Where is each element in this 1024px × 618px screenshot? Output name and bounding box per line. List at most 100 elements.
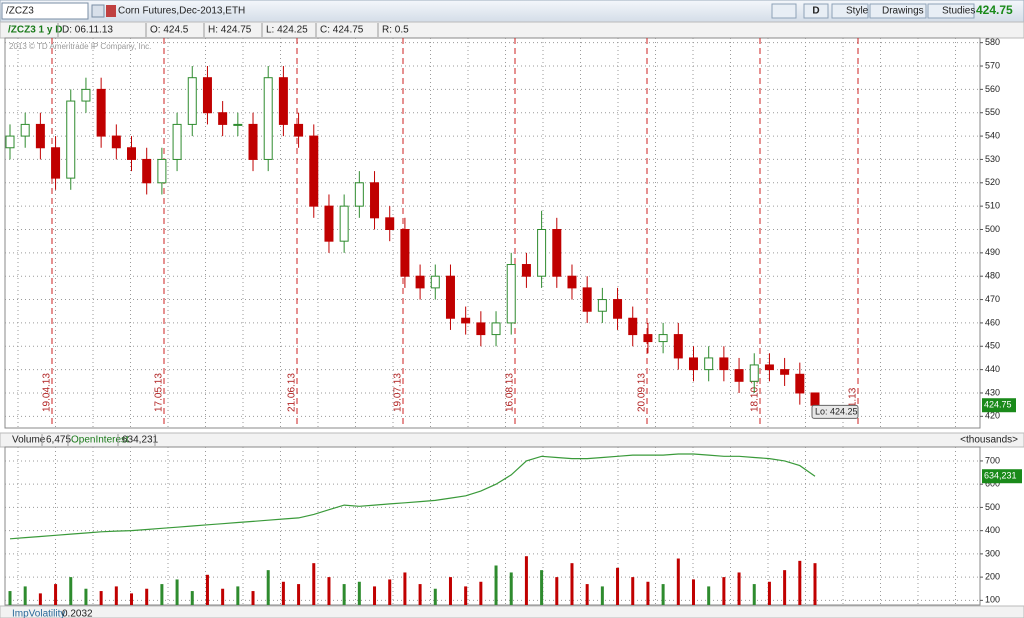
y-tick-label: 550 xyxy=(985,107,1000,117)
candle-body xyxy=(157,158,167,184)
date-marker-label: 16.08.13 xyxy=(505,373,516,412)
symbol-icon xyxy=(106,5,116,17)
aggregation-button[interactable] xyxy=(803,3,829,19)
candle-body xyxy=(5,135,15,149)
volume-bar xyxy=(448,577,452,605)
volume-bar xyxy=(266,570,270,605)
volume-bar xyxy=(798,560,802,605)
volume-bar xyxy=(8,591,12,605)
volume-bar xyxy=(357,581,361,605)
volume-bar xyxy=(327,577,331,605)
volume-bar xyxy=(540,570,544,605)
candle-body xyxy=(461,317,471,324)
candle-body xyxy=(795,373,805,394)
candle-body xyxy=(506,264,516,324)
candle-body xyxy=(749,364,759,382)
style-button[interactable] xyxy=(831,3,869,19)
y-tick-label: 560 xyxy=(985,84,1000,94)
date-marker-label: 19.04.13 xyxy=(42,373,53,412)
candle-body xyxy=(400,228,410,277)
volume-bar xyxy=(38,593,42,605)
candle-body xyxy=(430,275,440,289)
aggregation-label[interactable]: D xyxy=(812,6,819,17)
candle-body xyxy=(187,77,197,125)
studies-button[interactable] xyxy=(927,3,975,19)
y-tick-label: 600 xyxy=(985,479,1000,489)
info-field: H: 424.75 xyxy=(208,25,252,36)
volume-bar xyxy=(23,586,27,605)
y-tick-label: 530 xyxy=(985,154,1000,164)
style-label[interactable]: Style xyxy=(846,6,869,17)
candle-body xyxy=(278,77,288,125)
info-field: L: 424.25 xyxy=(266,25,308,36)
y-tick-label: 460 xyxy=(985,317,1000,327)
lower-pane xyxy=(4,446,981,606)
candle-body xyxy=(552,228,562,277)
candle-body xyxy=(521,264,531,277)
volume-bar xyxy=(661,584,665,605)
date-marker-label: 11.13 xyxy=(848,387,859,412)
volume-bar xyxy=(646,581,650,605)
volume-bar xyxy=(631,577,635,605)
volume-bar xyxy=(221,588,225,605)
candle-body xyxy=(491,322,501,336)
volume-bar xyxy=(160,584,164,605)
volume-bar xyxy=(84,588,88,605)
volume-bar xyxy=(616,567,620,605)
volume-bar xyxy=(418,584,422,605)
studies-label[interactable]: Studies xyxy=(942,6,975,17)
low-tag-label: Lo: 424.25 xyxy=(815,406,858,416)
candle-body xyxy=(202,77,212,114)
candle-body xyxy=(704,357,714,371)
y-tick-label: 420 xyxy=(985,411,1000,421)
volume-bar xyxy=(737,572,741,605)
candle-body xyxy=(658,334,668,343)
tool-button[interactable] xyxy=(771,3,797,19)
candle-body xyxy=(613,299,623,319)
drawings-label[interactable]: Drawings xyxy=(882,6,924,17)
low-tag xyxy=(811,404,859,419)
candle-body xyxy=(233,123,243,126)
volume-bar xyxy=(190,591,194,605)
volume-bar xyxy=(783,570,787,605)
candle-body xyxy=(582,287,592,312)
volume-bar xyxy=(130,593,134,605)
volume-bar xyxy=(676,558,680,605)
y-tick-label: 500 xyxy=(985,502,1000,512)
unit-label: <thousands> xyxy=(960,435,1018,446)
candle-body xyxy=(597,299,607,312)
y-tick-label: 300 xyxy=(985,548,1000,558)
candle-body xyxy=(537,228,547,277)
y-tick-label: 200 xyxy=(985,571,1000,581)
candle-body xyxy=(673,334,683,359)
drawings-button[interactable] xyxy=(869,3,927,19)
candle-body xyxy=(309,135,319,207)
candle-body xyxy=(370,182,380,219)
last-price-tag xyxy=(982,398,1016,413)
volume-bar xyxy=(509,572,513,605)
symbol-dropdown[interactable] xyxy=(91,4,105,18)
symbol-box[interactable] xyxy=(1,2,89,20)
volume-bar xyxy=(205,574,209,605)
volume-bar xyxy=(600,586,604,605)
y-tick-label: 430 xyxy=(985,387,1000,397)
y-tick-label: 400 xyxy=(985,525,1000,535)
candle-body xyxy=(688,357,698,371)
y-tick-label: 440 xyxy=(985,364,1000,374)
candle-body xyxy=(734,369,744,382)
symbol[interactable]: /ZCZ3 xyxy=(6,6,34,17)
candle-body xyxy=(476,322,486,336)
volume-bar xyxy=(494,565,498,605)
oi-tag-label: 634,231 xyxy=(984,471,1017,481)
volume-bar xyxy=(433,588,437,605)
y-tick-label: 100 xyxy=(985,595,1000,605)
y-tick-label: 470 xyxy=(985,294,1000,304)
watermark: 2013 © TD Ameritrade IP Company, Inc. xyxy=(9,42,151,51)
volume-bar xyxy=(114,586,118,605)
date-marker-label: 20.09.13 xyxy=(637,373,648,412)
volume-bar xyxy=(752,584,756,605)
volume-bar xyxy=(570,563,574,605)
volume-bar xyxy=(464,586,468,605)
candle-body xyxy=(567,275,577,289)
